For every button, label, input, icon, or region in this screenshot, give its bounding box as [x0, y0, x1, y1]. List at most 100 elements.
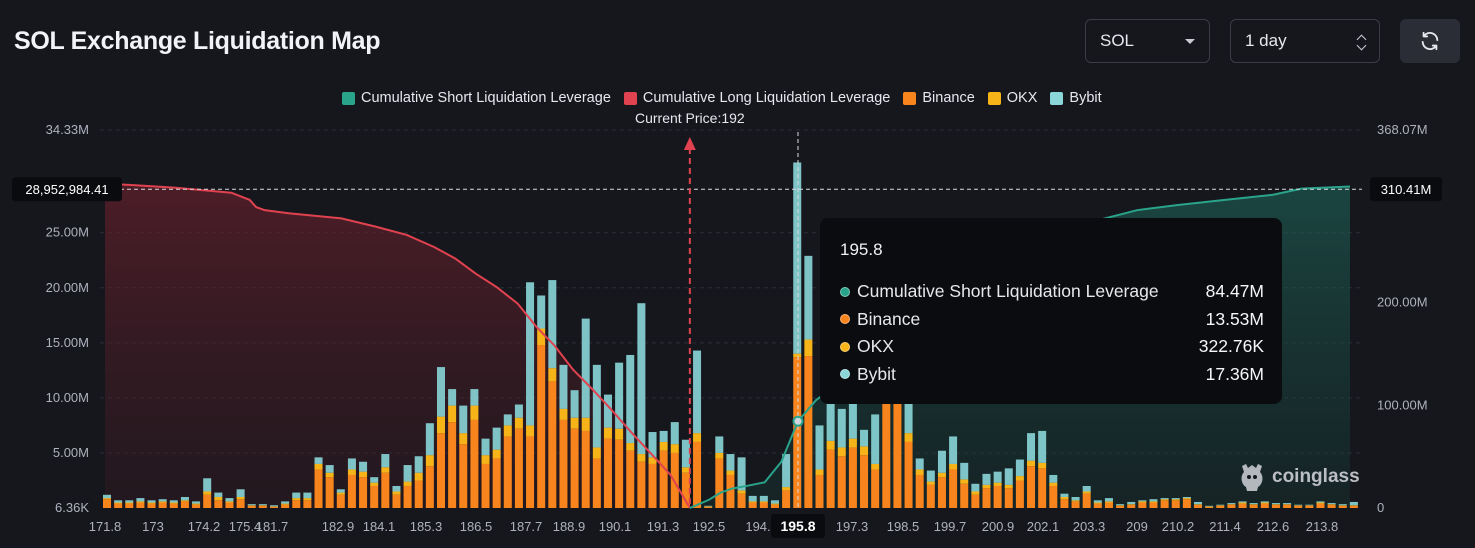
- bybit-bar: [626, 354, 635, 444]
- okx-bar: [1049, 482, 1058, 486]
- legend-item[interactable]: Bybit: [1050, 90, 1102, 106]
- bybit-bar: [592, 364, 601, 448]
- legend-item[interactable]: Cumulative Short Liquidation Leverage: [342, 90, 611, 106]
- okx-bar: [1294, 505, 1303, 506]
- okx-bar: [837, 447, 846, 457]
- binance-bar: [392, 494, 401, 508]
- bybit-bar: [1271, 503, 1280, 505]
- okx-bar: [748, 501, 757, 503]
- bybit-bar: [737, 457, 746, 491]
- binance-bar: [492, 458, 501, 508]
- binance-bar: [314, 469, 323, 508]
- okx-bar: [637, 454, 646, 462]
- okx-bar: [1216, 505, 1225, 506]
- binance-bar: [1349, 505, 1358, 508]
- okx-bar: [804, 339, 813, 357]
- binance-bar: [526, 436, 535, 508]
- okx-bar: [180, 500, 189, 502]
- bybit-bar: [448, 389, 457, 406]
- x-axis-tick: 202.1: [1027, 519, 1060, 534]
- binance-bar: [1093, 503, 1102, 508]
- binance-bar: [281, 504, 290, 508]
- bybit-bar: [526, 282, 535, 426]
- binance-bar: [425, 466, 434, 508]
- bybit-bar: [436, 367, 445, 417]
- refresh-button[interactable]: [1400, 19, 1460, 63]
- tooltip-value: 322.76K: [1198, 336, 1264, 357]
- bybit-bar: [848, 389, 857, 439]
- okx-bar: [904, 433, 913, 442]
- legend-swatch: [987, 91, 1001, 105]
- x-axis-tick: 184.1: [363, 519, 396, 534]
- bybit-bar: [292, 492, 301, 499]
- binance-bar: [804, 356, 813, 508]
- binance-bar: [114, 503, 123, 508]
- okx-bar: [1283, 504, 1292, 505]
- binance-bar: [793, 357, 802, 508]
- okx-bar: [759, 501, 768, 503]
- legend-swatch: [342, 91, 355, 105]
- bybit-bar: [726, 454, 735, 471]
- left-axis-tick: 5.00M: [53, 445, 89, 460]
- bybit-bar: [381, 454, 390, 468]
- bybit-bar: [1294, 504, 1303, 506]
- tooltip-label: Binance: [857, 308, 921, 329]
- bybit-bar: [370, 477, 379, 483]
- binance-bar: [882, 392, 891, 508]
- okx-bar: [136, 501, 145, 503]
- chevron-down-icon: [1185, 38, 1195, 44]
- binance-bar: [359, 477, 368, 508]
- binance-bar: [826, 449, 835, 508]
- okx-bar: [292, 498, 301, 501]
- bybit-bar: [1249, 503, 1258, 505]
- bybit-bar: [147, 500, 156, 503]
- okx-bar: [871, 463, 880, 470]
- bybit-bar: [1305, 504, 1314, 506]
- range-select[interactable]: 1 day: [1230, 19, 1380, 63]
- x-axis-tick: 174.2: [188, 519, 221, 534]
- okx-bar: [147, 502, 156, 504]
- left-axis-tick: 10.00M: [46, 390, 89, 405]
- okx-bar: [325, 472, 334, 478]
- bybit-bar: [359, 461, 368, 472]
- okx-bar: [1349, 505, 1358, 506]
- bybit-bar: [180, 496, 189, 501]
- legend-swatch: [903, 91, 917, 105]
- okx-bar: [359, 471, 368, 478]
- okx-bar: [125, 502, 134, 504]
- bybit-bar: [225, 498, 234, 502]
- binance-bar: [960, 483, 969, 508]
- binance-bar: [448, 422, 457, 508]
- okx-bar: [548, 368, 557, 382]
- okx-bar: [848, 438, 857, 448]
- okx-bar: [693, 433, 702, 442]
- okx-bar: [370, 482, 379, 486]
- binance-bar: [626, 450, 635, 508]
- okx-bar: [770, 503, 779, 505]
- okx-bar: [514, 417, 523, 429]
- binance-bar: [904, 441, 913, 508]
- bybit-bar: [915, 458, 924, 470]
- binance-bar: [759, 502, 768, 508]
- x-axis-tick: 211.4: [1209, 519, 1241, 534]
- binance-bar: [915, 474, 924, 508]
- okx-bar: [236, 496, 245, 500]
- okx-bar: [392, 491, 401, 495]
- legend-item[interactable]: Binance: [903, 90, 975, 106]
- binance-bar: [993, 485, 1002, 508]
- binance-bar: [949, 469, 958, 508]
- legend-item[interactable]: OKX: [987, 90, 1037, 106]
- tooltip-label: Bybit: [857, 363, 896, 384]
- okx-bar: [526, 425, 535, 437]
- binance-bar: [1327, 504, 1336, 508]
- bybit-bar: [570, 390, 579, 418]
- tooltip-dot: [840, 314, 850, 325]
- binance-bar: [158, 502, 167, 508]
- binance-bar: [837, 456, 846, 508]
- okx-bar: [971, 491, 980, 495]
- okx-bar: [1082, 491, 1091, 494]
- symbol-select[interactable]: SOL: [1085, 19, 1210, 63]
- legend-item[interactable]: Cumulative Long Liquidation Leverage: [623, 90, 890, 106]
- bybit-bar: [247, 504, 256, 506]
- okx-bar: [982, 484, 991, 489]
